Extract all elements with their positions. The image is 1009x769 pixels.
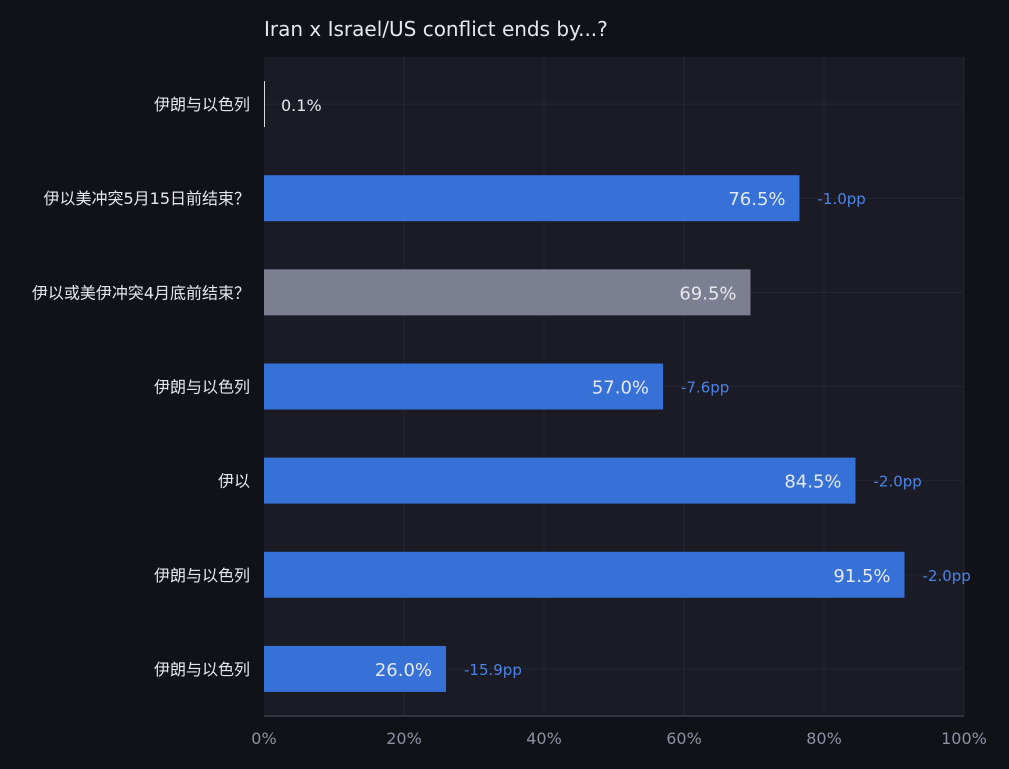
x-tick-label: 40% (526, 729, 562, 748)
chart-title: Iran x Israel/US conflict ends by...? (264, 17, 608, 41)
value-label: 76.5% (728, 189, 785, 210)
category-label: 伊以美冲突5月15日前结束？ (43, 189, 250, 208)
x-tick-label: 0% (251, 729, 276, 748)
change-label: -2.0pp (923, 567, 971, 585)
value-label: 91.5% (833, 566, 890, 587)
value-label: 0.1% (281, 96, 322, 115)
value-label: 26.0% (375, 660, 432, 681)
value-label: 57.0% (592, 378, 649, 399)
bar (264, 269, 751, 316)
x-tick-label: 60% (666, 729, 702, 748)
change-label: -1.0pp (818, 190, 866, 208)
category-label: 伊以 (218, 472, 250, 491)
x-tick-label: 100% (941, 729, 987, 748)
bar (264, 457, 856, 504)
value-label: 84.5% (784, 472, 841, 493)
category-label: 伊朗与以色列 (154, 566, 250, 585)
category-label: 伊朗与以色列 (154, 95, 250, 114)
category-label: 伊以或美伊冲突4月底前结束？ (32, 283, 250, 302)
bar (264, 81, 265, 128)
change-label: -2.0pp (874, 473, 922, 491)
value-label: 69.5% (679, 283, 736, 304)
bar (264, 175, 800, 222)
x-tick-label: 20% (386, 729, 422, 748)
category-label: 伊朗与以色列 (154, 660, 250, 679)
x-tick-label: 80% (806, 729, 842, 748)
bar (264, 645, 446, 692)
bar (264, 363, 663, 410)
change-label: -7.6pp (681, 379, 729, 397)
change-label: -15.9pp (464, 661, 522, 679)
category-label: 伊朗与以色列 (154, 378, 250, 397)
bar (264, 551, 905, 598)
